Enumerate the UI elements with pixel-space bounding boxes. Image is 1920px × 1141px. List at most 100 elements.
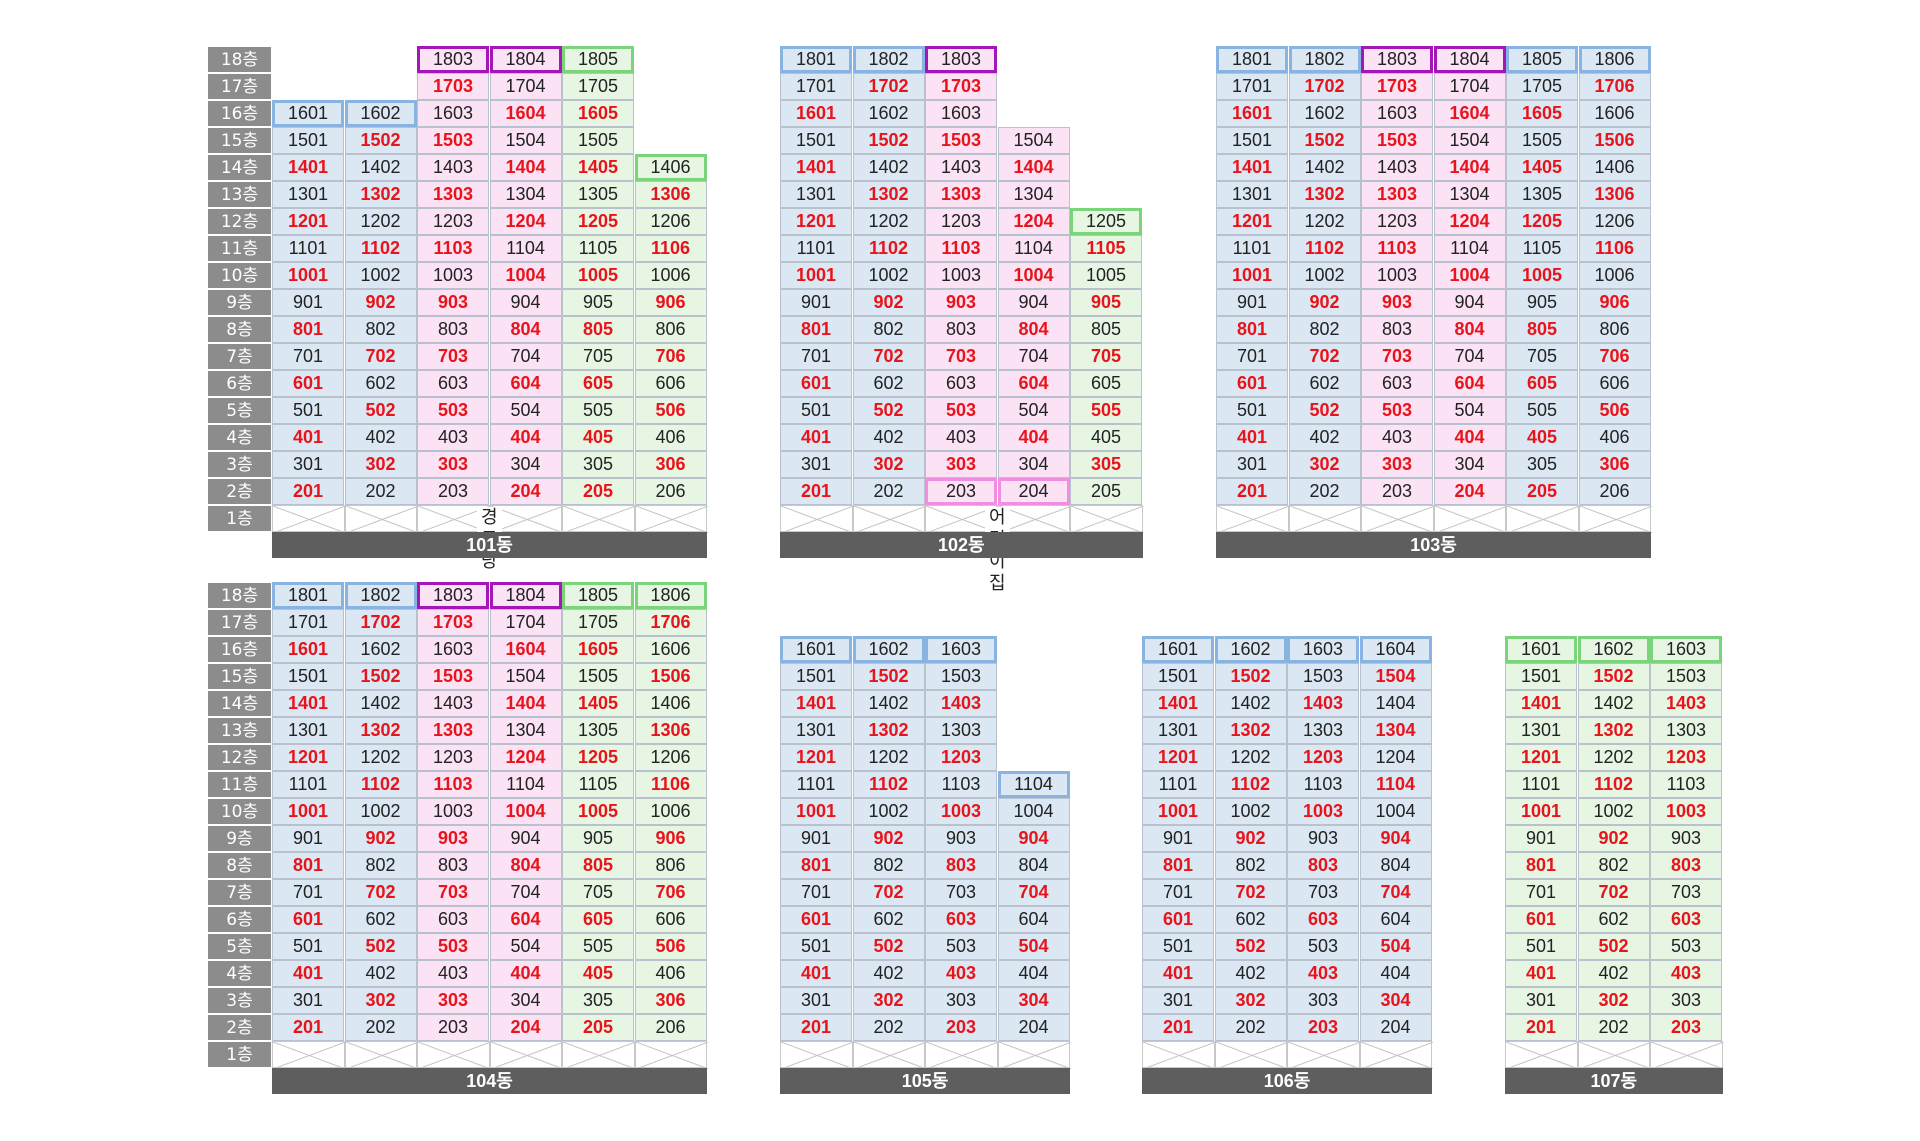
- unit-cell[interactable]: 1003: [1361, 262, 1433, 289]
- unit-cell[interactable]: 704: [997, 879, 1070, 906]
- unit-cell[interactable]: 404: [997, 960, 1070, 987]
- unit-cell[interactable]: 1301: [272, 717, 344, 744]
- unit-cell[interactable]: 1603: [417, 100, 489, 127]
- unit-cell[interactable]: 903: [417, 825, 489, 852]
- unit-cell[interactable]: 1004: [489, 798, 562, 825]
- unit-cell[interactable]: 1404: [489, 154, 562, 181]
- unit-cell[interactable]: 1104: [489, 771, 562, 798]
- unit-cell[interactable]: 601: [780, 370, 852, 397]
- unit-cell[interactable]: 704: [489, 879, 562, 906]
- unit-cell[interactable]: 404: [1359, 960, 1432, 987]
- unit-cell[interactable]: 1104: [997, 235, 1070, 262]
- unit-cell[interactable]: 1206: [634, 208, 707, 235]
- unit-cell[interactable]: 405: [562, 960, 634, 987]
- unit-cell[interactable]: 1004: [489, 262, 562, 289]
- unit-cell[interactable]: 902: [852, 825, 925, 852]
- unit-cell[interactable]: 803: [417, 316, 489, 343]
- unit-cell[interactable]: 704: [1433, 343, 1506, 370]
- unit-cell[interactable]: 401: [780, 960, 852, 987]
- unit-cell[interactable]: 505: [1506, 397, 1578, 424]
- unit-cell[interactable]: 1203: [1361, 208, 1433, 235]
- unit-cell[interactable]: 1602: [344, 100, 417, 127]
- unit-cell[interactable]: 1303: [1650, 717, 1722, 744]
- unit-cell[interactable]: 1202: [344, 208, 417, 235]
- unit-cell[interactable]: 1502: [344, 663, 417, 690]
- unit-cell[interactable]: 1301: [1142, 717, 1214, 744]
- unit-cell[interactable]: 1204: [1433, 208, 1506, 235]
- unit-cell[interactable]: 903: [1361, 289, 1433, 316]
- unit-cell[interactable]: 401: [1142, 960, 1214, 987]
- unit-cell[interactable]: 705: [1506, 343, 1578, 370]
- unit-cell[interactable]: 805: [1070, 316, 1142, 343]
- unit-cell[interactable]: 903: [925, 825, 997, 852]
- unit-cell[interactable]: 202: [1577, 1014, 1650, 1041]
- unit-cell[interactable]: 404: [489, 960, 562, 987]
- unit-cell[interactable]: 1101: [272, 235, 344, 262]
- unit-cell[interactable]: 1501: [1505, 663, 1577, 690]
- unit-cell[interactable]: 505: [562, 933, 634, 960]
- unit-cell[interactable]: 1002: [344, 798, 417, 825]
- unit-cell[interactable]: 1001: [1216, 262, 1288, 289]
- unit-cell[interactable]: 403: [417, 424, 489, 451]
- unit-cell[interactable]: 1803: [417, 582, 489, 609]
- unit-cell[interactable]: 1603: [925, 636, 997, 663]
- unit-cell[interactable]: 1502: [1288, 127, 1361, 154]
- unit-cell[interactable]: 1503: [417, 127, 489, 154]
- unit-cell[interactable]: 302: [1577, 987, 1650, 1014]
- unit-cell[interactable]: 1203: [925, 744, 997, 771]
- unit-cell[interactable]: 504: [1359, 933, 1432, 960]
- unit-cell[interactable]: 1501: [272, 127, 344, 154]
- unit-cell[interactable]: 602: [344, 906, 417, 933]
- unit-cell[interactable]: 201: [272, 1014, 344, 1041]
- unit-cell[interactable]: 606: [634, 906, 707, 933]
- unit-cell[interactable]: 803: [925, 852, 997, 879]
- unit-cell[interactable]: 901: [1142, 825, 1214, 852]
- unit-cell[interactable]: 202: [852, 1014, 925, 1041]
- unit-cell[interactable]: 1203: [417, 208, 489, 235]
- unit-cell[interactable]: 1103: [417, 235, 489, 262]
- unit-cell[interactable]: 1602: [1288, 100, 1361, 127]
- unit-cell[interactable]: 901: [272, 825, 344, 852]
- unit-cell[interactable]: 801: [272, 316, 344, 343]
- unit-cell[interactable]: 1406: [1578, 154, 1651, 181]
- unit-cell[interactable]: 701: [780, 879, 852, 906]
- unit-cell[interactable]: 1102: [852, 771, 925, 798]
- unit-cell[interactable]: 902: [344, 825, 417, 852]
- unit-cell[interactable]: 502: [852, 933, 925, 960]
- unit-cell[interactable]: 1202: [852, 744, 925, 771]
- unit-cell[interactable]: 305: [1506, 451, 1578, 478]
- unit-cell[interactable]: 1203: [1287, 744, 1359, 771]
- unit-cell[interactable]: 1002: [852, 798, 925, 825]
- unit-cell[interactable]: 404: [489, 424, 562, 451]
- unit-cell[interactable]: 1505: [1506, 127, 1578, 154]
- unit-cell[interactable]: 1705: [562, 609, 634, 636]
- unit-cell[interactable]: 201: [1142, 1014, 1214, 1041]
- unit-cell[interactable]: 202: [344, 478, 417, 505]
- unit-cell[interactable]: 603: [925, 370, 997, 397]
- unit-cell[interactable]: 1205: [562, 208, 634, 235]
- unit-cell[interactable]: 1402: [1577, 690, 1650, 717]
- unit-cell[interactable]: 603: [417, 370, 489, 397]
- unit-cell[interactable]: 1501: [1142, 663, 1214, 690]
- unit-cell[interactable]: 301: [1142, 987, 1214, 1014]
- unit-cell[interactable]: 1301: [272, 181, 344, 208]
- unit-cell[interactable]: 602: [1288, 370, 1361, 397]
- unit-cell[interactable]: 1104: [1359, 771, 1432, 798]
- unit-cell[interactable]: 302: [344, 451, 417, 478]
- unit-cell[interactable]: 503: [925, 933, 997, 960]
- unit-cell[interactable]: 1503: [1361, 127, 1433, 154]
- unit-cell[interactable]: 401: [780, 424, 852, 451]
- unit-cell[interactable]: 1401: [1505, 690, 1577, 717]
- unit-cell[interactable]: 703: [925, 879, 997, 906]
- unit-cell[interactable]: 602: [344, 370, 417, 397]
- unit-cell[interactable]: 406: [634, 960, 707, 987]
- unit-cell[interactable]: 701: [1142, 879, 1214, 906]
- unit-cell[interactable]: 1105: [562, 771, 634, 798]
- unit-cell[interactable]: 802: [1577, 852, 1650, 879]
- unit-cell[interactable]: 1705: [562, 73, 634, 100]
- unit-cell[interactable]: 904: [489, 825, 562, 852]
- unit-cell[interactable]: 203: [925, 478, 997, 505]
- unit-cell[interactable]: 204: [997, 478, 1070, 505]
- unit-cell[interactable]: 1304: [1359, 717, 1432, 744]
- unit-cell[interactable]: 904: [997, 825, 1070, 852]
